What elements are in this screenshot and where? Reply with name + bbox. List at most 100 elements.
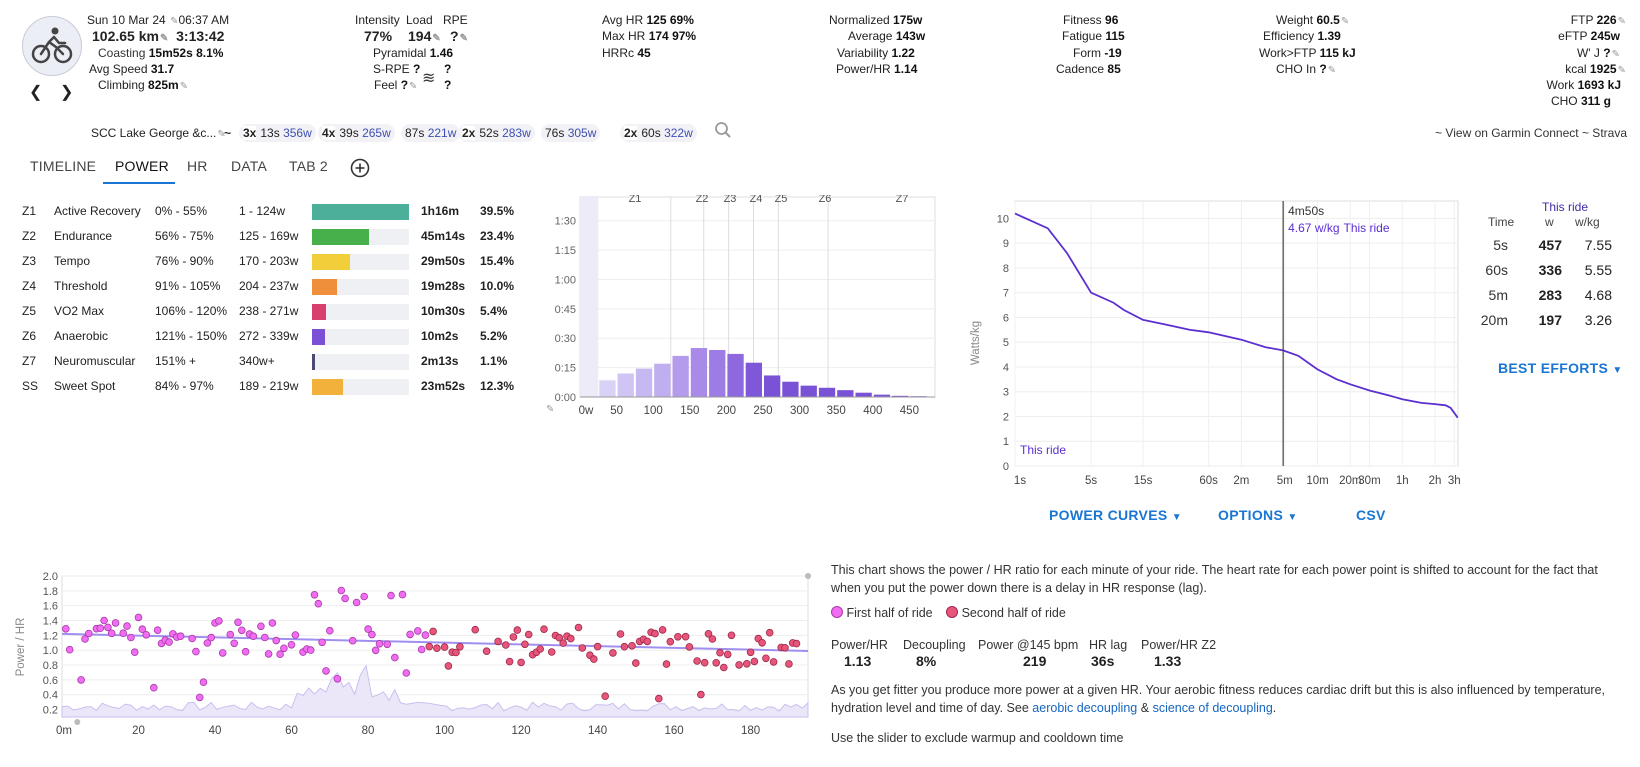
hrrc-label: HRRc <box>602 46 634 60</box>
y-tick-label: 0.8 <box>43 660 58 672</box>
best-efforts-button[interactable]: BEST EFFORTS ▼ <box>1498 360 1623 376</box>
activity-name[interactable]: SCC Lake George &c... <box>91 126 217 140</box>
wind-icon[interactable]: ≋ <box>422 70 436 87</box>
w-prime-stat[interactable]: W' J ?✎ <box>1576 46 1620 60</box>
activity-time: 06:37 AM <box>178 13 230 27</box>
prev-activity-icon[interactable]: ❮ <box>29 84 43 101</box>
decoupling-stat-value: 219 <box>1023 653 1047 669</box>
interval-chip[interactable]: 76s 305w <box>541 124 601 142</box>
interval-chip[interactable]: 2x 52s 283w <box>458 124 535 142</box>
interval-chip[interactable]: 3x 13s 356w <box>239 124 316 142</box>
decoupling-stat-label: HR lag <box>1089 638 1128 652</box>
scatter-point <box>662 660 671 668</box>
x-tick-label: 1h <box>1396 475 1409 487</box>
zone-name: VO2 Max <box>54 304 105 318</box>
kcal-stat[interactable]: kcal 1925✎ <box>1565 62 1626 76</box>
cho-in-stat[interactable]: CHO In ?✎ <box>1276 62 1337 76</box>
interval-chip[interactable]: 87s 221w <box>401 124 461 142</box>
cho-in-value[interactable]: ? <box>1319 62 1327 76</box>
interval-chip[interactable]: 4x 39s 265w <box>318 124 395 142</box>
cadence-value: 85 <box>1107 62 1121 76</box>
scatter-point <box>104 623 112 632</box>
x-tick-label: 200 <box>717 405 736 417</box>
power-histogram: 0:00 0:15 0:30 0:45 1:00 1:15 1:30 Z1 Z2 Z3 Z4 Z5 Z6… <box>555 195 936 417</box>
scatter-point <box>123 622 131 630</box>
decoupling-stat-value: 36s <box>1091 653 1115 669</box>
y-tick-label: 1.0 <box>43 645 58 657</box>
x-tick-label: 450 <box>900 405 919 417</box>
interval-chip[interactable]: 2x 60s 322w <box>620 124 697 142</box>
weight-value[interactable]: 60.5 <box>1316 13 1340 27</box>
power-curve-line[interactable] <box>1014 212 1459 419</box>
strava-link[interactable]: ~ Strava <box>1581 126 1627 140</box>
decoupling-note-text: As you get fitter you produce more power… <box>831 683 1606 715</box>
tab-power[interactable]: POWER <box>115 158 169 174</box>
scatter-point <box>433 644 441 652</box>
scatter-point <box>785 660 793 668</box>
power-curves-button[interactable]: POWER CURVES ▼ <box>1049 507 1182 523</box>
zone-percent: 56% - 75% <box>155 229 214 243</box>
zone-id: Z7 <box>22 354 37 368</box>
scatter-point <box>429 627 437 636</box>
power-hr-scatter-chart[interactable]: 0.2 0.4 0.6 0.8 1.0 1.2 1.4 1.6 1.8 2.0 0m 20 40 60 80… <box>10 565 815 760</box>
activity-date: Sun 10 Mar 24 <box>87 13 166 27</box>
zone-bar-track <box>312 304 409 320</box>
histogram-edit-icon[interactable]: ✎ <box>546 404 555 415</box>
garmin-link[interactable]: ~ View on Garmin Connect <box>1435 126 1579 140</box>
intensity-value: 77% <box>364 28 393 44</box>
weight-stat[interactable]: Weight 60.5✎ <box>1276 13 1350 27</box>
interval-duration: 87s <box>405 126 425 140</box>
scatter-point <box>758 639 766 647</box>
tab-data[interactable]: DATA <box>231 158 268 174</box>
scatter-point <box>85 629 93 638</box>
ftp-stat[interactable]: FTP 226✎ <box>1570 13 1626 27</box>
rpe-value-wrap[interactable]: ?✎ <box>450 28 468 44</box>
search-icon[interactable] <box>714 121 732 142</box>
feel-value[interactable]: ? <box>400 78 409 92</box>
y-tick-label: 0:30 <box>555 333 576 345</box>
w-prime-value[interactable]: ? <box>1603 46 1611 60</box>
x-tick-label: 2h <box>1429 475 1442 487</box>
tab-timeline[interactable]: TIMELINE <box>30 158 97 174</box>
hrrc-value: 45 <box>637 46 651 60</box>
scatter-point <box>100 616 108 625</box>
feel-stat[interactable]: Feel ?✎ <box>374 78 418 92</box>
next-activity-icon[interactable]: ❯ <box>60 84 74 101</box>
options-button[interactable]: OPTIONS ▼ <box>1218 507 1298 523</box>
y-tick-label: 1.2 <box>43 630 58 642</box>
histogram-bar <box>892 395 909 397</box>
scatter-point <box>306 646 315 654</box>
histogram-bar <box>690 348 708 397</box>
cho-stat: CHO 311 g <box>1551 93 1611 109</box>
science-of-decoupling-link[interactable]: science of decoupling <box>1152 701 1273 715</box>
zone-row: Z4 Threshold 91% - 105% 204 - 237w 19m28s 10.… <box>22 276 522 296</box>
aerobic-decoupling-link[interactable]: aerobic decoupling <box>1032 701 1138 715</box>
scatter-point <box>643 637 652 646</box>
avg-speed-stat: Avg Speed 31.7 <box>89 61 174 77</box>
best-effort-wkg: 7.55 <box>1584 237 1612 253</box>
x-tick-label: 5s <box>1085 475 1097 487</box>
tab-hr[interactable]: HR <box>187 158 208 174</box>
ftp-value[interactable]: 226 <box>1596 13 1617 27</box>
climbing-stat: Climbing 825m✎ <box>98 78 189 92</box>
add-tab-icon[interactable] <box>350 158 370 181</box>
slider-handle[interactable] <box>74 719 81 725</box>
csv-button[interactable]: CSV <box>1356 507 1386 523</box>
slider-handle[interactable] <box>805 573 811 579</box>
scatter-point <box>375 639 384 648</box>
zone-percent: 84% - 97% <box>155 379 214 393</box>
normalized-label: Normalized <box>829 13 890 27</box>
scatter-point <box>153 626 162 634</box>
srpe-stat: S-RPE ? <box>373 61 420 77</box>
histogram-bar <box>745 362 762 397</box>
tab-tab2[interactable]: TAB 2 <box>289 158 328 174</box>
zone-time: 19m28s <box>421 279 466 293</box>
rpe-value[interactable]: ? <box>450 28 459 44</box>
load-label: Load <box>406 13 433 27</box>
interval-count: 2x <box>624 126 638 140</box>
activity-name-wrap[interactable]: SCC Lake George &c...✎ <box>91 126 226 140</box>
scatter-point <box>685 643 694 651</box>
weight-label: Weight <box>1276 13 1314 27</box>
kcal-value[interactable]: 1925 <box>1589 62 1617 76</box>
scatter-point <box>188 634 196 643</box>
